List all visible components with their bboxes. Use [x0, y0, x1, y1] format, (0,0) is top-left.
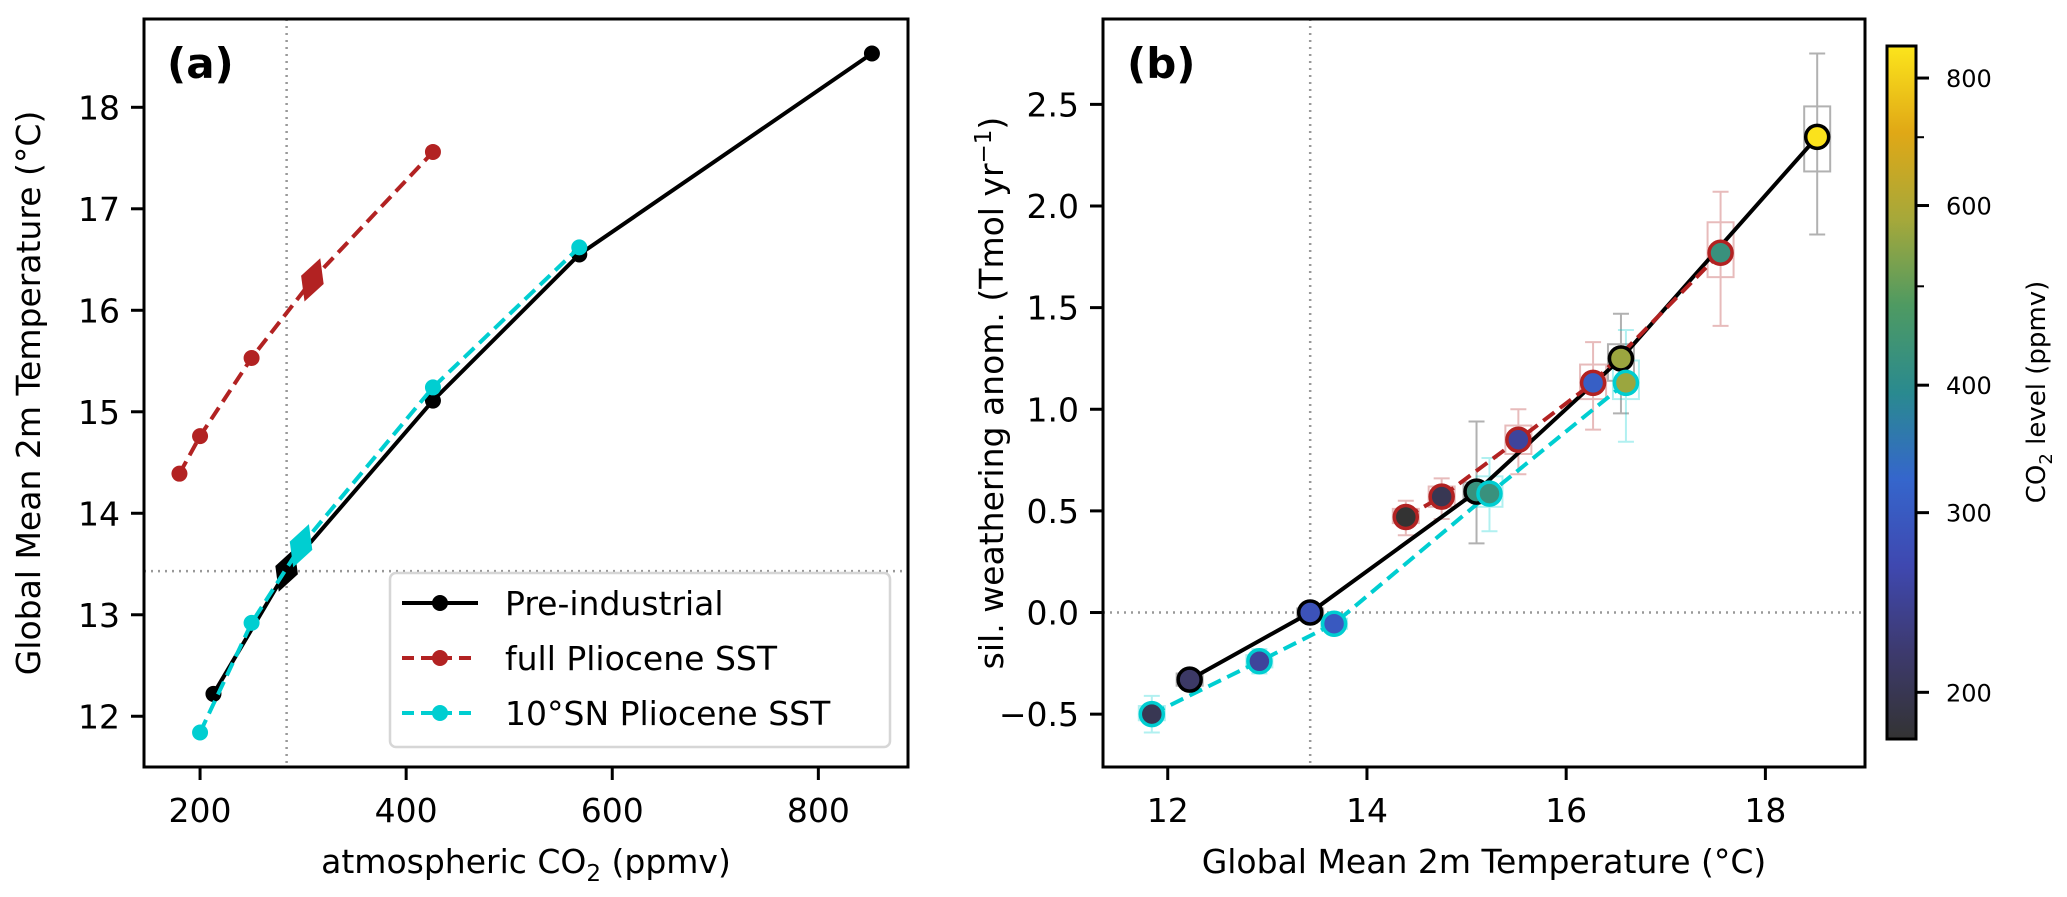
data-point — [863, 45, 880, 62]
series-line — [1188, 135, 1819, 682]
panel-b: 12 14 16 18 −0.5 0.0 0.5 1.0 1.5 2.0 2.5 (b) Glob… — [971, 17, 1867, 881]
data-point — [205, 685, 222, 702]
y-tick-label: 2.5 — [1027, 85, 1079, 124]
colorbar-tick-label: 200 — [1946, 679, 1992, 707]
data-point — [171, 465, 188, 482]
y-tick-label: 12 — [78, 697, 120, 736]
data-point — [1246, 648, 1273, 675]
x-tick-label: 200 — [169, 791, 232, 830]
panel-a: 200 400 600 800 12 13 14 15 16 17 18 (a) atmosphe… — [9, 17, 910, 887]
data-point — [1803, 123, 1831, 151]
series-lines — [1150, 135, 1819, 716]
series-line — [1404, 251, 1722, 519]
data-point — [571, 239, 588, 256]
legend-marker — [432, 650, 448, 666]
legend-item: 10°SN Pliocene SST — [402, 694, 831, 733]
y-tick-label: 2.0 — [1027, 187, 1079, 226]
data-point — [192, 724, 209, 741]
y-tick-label: 1.0 — [1027, 390, 1079, 429]
x-axis-label: atmospheric CO2 (ppmv) — [321, 842, 731, 887]
data-point — [192, 428, 209, 445]
data-point — [1476, 480, 1503, 507]
box-whisker-layer — [1137, 52, 1832, 734]
colorbar-gradient — [1885, 44, 1918, 741]
y-tick-label: 13 — [78, 596, 120, 635]
diamond-marker — [289, 524, 313, 568]
reference-lines — [144, 19, 908, 767]
data-point — [243, 614, 260, 631]
x-ticks: 12 14 16 18 — [1147, 767, 1786, 830]
series-points — [1138, 123, 1831, 728]
y-tick-label: 18 — [78, 88, 120, 127]
colorbar-tick-label: 400 — [1946, 372, 1992, 400]
colorbar-tick-label: 800 — [1946, 65, 1992, 93]
data-point — [1505, 426, 1532, 453]
x-tick-label: 16 — [1545, 791, 1587, 830]
diamond-marker — [301, 258, 324, 302]
legend-marker — [432, 705, 448, 721]
legend-box — [388, 571, 892, 749]
data-point — [1392, 503, 1420, 531]
colorbar: 200 300 400 600 800 CO2 level (ppmv) — [1885, 44, 2057, 741]
x-tick-label: 18 — [1744, 791, 1786, 830]
data-point — [1296, 599, 1324, 626]
legend-item: full Pliocene SST — [402, 639, 778, 678]
y-ticks: 12 13 14 15 16 17 18 — [78, 88, 144, 736]
legend-entries: Pre-industrial full Pliocene SST 10°SN Pli… — [402, 584, 831, 733]
series-line — [1150, 381, 1628, 716]
y-tick-label: 0.0 — [1027, 594, 1079, 633]
data-point — [424, 379, 441, 396]
plot-frame — [142, 17, 910, 769]
data-point — [1607, 345, 1635, 372]
data-point — [1579, 369, 1607, 397]
legend-label: 10°SN Pliocene SST — [505, 694, 831, 733]
data-point — [424, 392, 441, 409]
series-10-sn-pliocene-sst — [192, 239, 588, 741]
y-axis-label: Global Mean 2m Temperature (°C) — [9, 111, 48, 676]
x-axis-label: Global Mean 2m Temperature (°C) — [1202, 842, 1767, 881]
data-point — [1707, 239, 1734, 266]
legend-label: Pre-industrial — [505, 584, 724, 623]
colorbar-tick-label: 300 — [1946, 500, 1992, 528]
plot-frame — [1101, 17, 1867, 769]
colorbar-ticks: 200 300 400 600 800 — [1916, 65, 1992, 707]
x-tick-label: 400 — [375, 791, 438, 830]
colorbar-tick-label: 600 — [1946, 193, 1992, 221]
series-layer — [171, 45, 880, 741]
data-point — [1138, 700, 1166, 728]
y-tick-label: 1.5 — [1027, 289, 1079, 328]
x-ticks: 200 400 600 800 — [169, 767, 850, 830]
legend-marker — [432, 595, 448, 611]
y-tick-label: 0.5 — [1027, 492, 1079, 531]
reference-lines — [1103, 19, 1865, 767]
x-tick-label: 12 — [1147, 791, 1189, 830]
data-point — [1176, 666, 1203, 693]
data-point — [1428, 483, 1455, 510]
y-tick-label: −0.5 — [999, 695, 1079, 734]
y-tick-label: 15 — [78, 393, 120, 432]
x-tick-label: 600 — [581, 791, 644, 830]
y-tick-label: 14 — [78, 494, 120, 533]
box — [1706, 221, 1735, 279]
y-tick-label: 16 — [78, 291, 120, 330]
series-full-pliocene-sst — [171, 143, 441, 482]
colorbar-label: CO2 level (ppmv) — [2022, 281, 2057, 503]
data-point — [1320, 610, 1348, 637]
series-line — [177, 150, 435, 475]
legend-item: Pre-industrial — [402, 584, 724, 623]
y-ticks: −0.5 0.0 0.5 1.0 1.5 2.0 2.5 — [999, 85, 1103, 734]
data-point — [1612, 369, 1640, 397]
y-axis-label: sil. weathering anom. (Tmol yr−1) — [971, 117, 1011, 670]
x-tick-label: 14 — [1346, 791, 1388, 830]
data-point — [424, 143, 441, 160]
legend-label: full Pliocene SST — [505, 639, 778, 678]
legend: Pre-industrial full Pliocene SST 10°SN Pli… — [388, 571, 892, 749]
y-tick-label: 17 — [78, 190, 120, 229]
panel-label: (b) — [1127, 39, 1195, 88]
data-point — [243, 349, 260, 366]
panel-label: (a) — [167, 39, 234, 88]
x-tick-label: 800 — [787, 791, 850, 830]
